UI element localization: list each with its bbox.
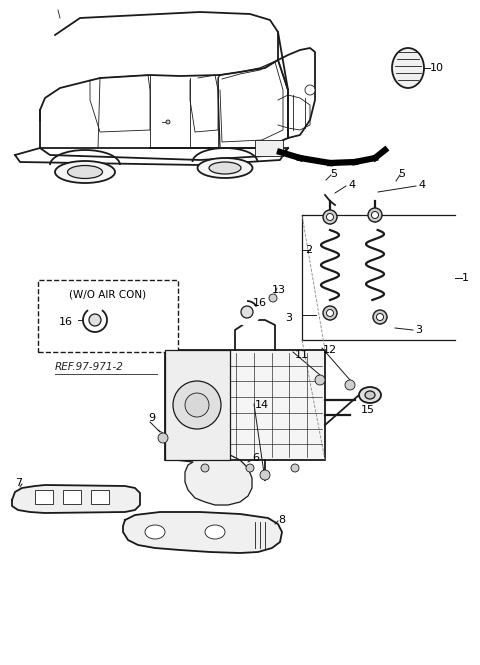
Text: 16: 16 [253,298,267,308]
Text: 7: 7 [15,478,22,488]
Text: 13: 13 [272,285,286,295]
Bar [63,490,81,504]
Circle shape [345,380,355,390]
Circle shape [291,464,299,472]
Text: 4: 4 [348,180,355,190]
Ellipse shape [68,166,103,178]
Text: 1: 1 [462,273,469,283]
Ellipse shape [392,48,424,88]
Circle shape [201,464,209,472]
Circle shape [241,306,253,318]
Text: 10: 10 [430,63,444,73]
Text: 12: 12 [323,345,337,355]
Text: 15: 15 [361,405,375,415]
Text: 11: 11 [295,350,309,360]
Circle shape [269,294,277,302]
Circle shape [373,310,387,324]
Ellipse shape [55,161,115,183]
Ellipse shape [197,158,252,178]
Text: 5: 5 [398,169,405,179]
Text: 9: 9 [148,413,155,423]
Text: 5: 5 [330,169,337,179]
Text: REF.97-971-2: REF.97-971-2 [55,362,124,372]
Circle shape [323,306,337,320]
Ellipse shape [359,387,381,403]
Circle shape [166,120,170,124]
Circle shape [185,393,209,417]
Bar [165,350,325,460]
Ellipse shape [205,525,225,539]
Text: 3: 3 [415,325,422,335]
Bar [255,140,283,156]
Circle shape [236,301,258,323]
Circle shape [326,213,334,221]
Text: (W/O AIR CON): (W/O AIR CON) [70,289,146,299]
Polygon shape [123,512,282,553]
Polygon shape [12,485,140,513]
Polygon shape [175,452,252,505]
Circle shape [368,208,382,222]
Text: 2: 2 [305,245,312,255]
Circle shape [89,314,101,326]
Circle shape [173,381,221,429]
Ellipse shape [209,162,241,174]
Circle shape [260,470,270,480]
Ellipse shape [145,525,165,539]
Text: 16: 16 [59,317,73,327]
Circle shape [326,309,334,317]
Ellipse shape [365,391,375,399]
Circle shape [372,211,379,219]
Text: 14: 14 [255,400,269,410]
Circle shape [305,85,315,95]
Text: 3: 3 [285,313,292,323]
Bar [35,490,53,504]
Circle shape [158,433,168,443]
Circle shape [376,313,384,321]
Bar [165,350,230,460]
Circle shape [83,308,107,332]
Text: 4: 4 [418,180,425,190]
Bar [38,280,178,352]
Circle shape [323,210,337,224]
Circle shape [246,464,254,472]
Circle shape [315,375,325,385]
Text: 8: 8 [278,515,285,525]
Bar [91,490,109,504]
Text: 6: 6 [252,453,259,463]
